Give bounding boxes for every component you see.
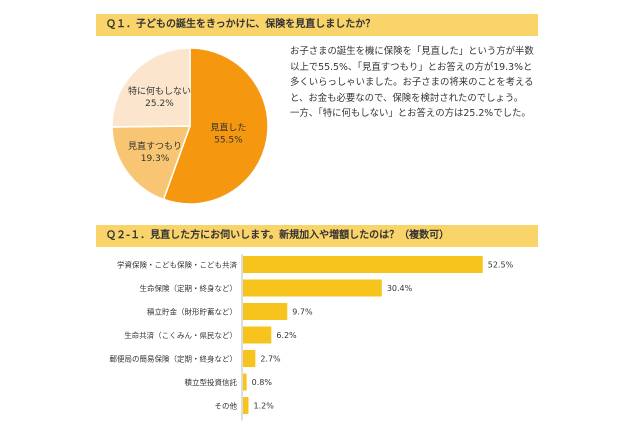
bar-value-label: 2.7%	[260, 355, 281, 364]
bar-value-label: 52.5%	[488, 261, 514, 270]
bar	[243, 373, 247, 391]
pie-slice-label: 見直すつもり	[128, 140, 182, 152]
bar-value-label: 30.4%	[387, 284, 413, 293]
q2-title: Ｑ２-１．見直した方にお伺いします。新規加入や増額したのは？（複数可）	[96, 225, 538, 247]
pie-slice	[111, 125, 192, 201]
pie-slice-value: 25.2%	[145, 99, 174, 109]
pie-chart: 見直した 55.5% 見直すつもり 19.3% 特に何もしない 25.2%	[111, 47, 269, 205]
bar	[243, 256, 483, 273]
bar-category-label: 郵便局の簡易保険（定期・終身など）	[110, 354, 238, 364]
bar	[243, 279, 382, 297]
q1-description: お子さまの誕生を機に保険を「見直した」という方が半数以上で55.5%、「見直すつ…	[290, 44, 538, 122]
bar-value-label: 6.2%	[276, 331, 297, 340]
bar-category-label: 学資保険・こども保険・こども共済	[117, 260, 237, 270]
bar-category-label: その他	[215, 401, 238, 411]
pie-slice	[111, 47, 191, 128]
bar-value-label: 1.2%	[253, 402, 274, 411]
bar-value-label: 9.7%	[292, 308, 313, 317]
q1-description-paragraph-1: お子さまの誕生を機に保険を「見直した」という方が半数以上で55.5%、「見直すつ…	[290, 46, 534, 104]
pie-slice-label: 特に何もしない	[128, 85, 191, 97]
bar-category-label: 生命保険（定期・終身など）	[140, 283, 238, 293]
bar-category-label: 積立貯金（財形貯蓄など）	[147, 307, 237, 317]
bar-value-label: 0.8%	[252, 378, 273, 387]
bar-category-label: 積立型投資信託	[185, 377, 238, 387]
bar	[243, 350, 256, 367]
pie-slice	[162, 47, 269, 205]
bar-category-label: 生命共済（こくみん・県民など）	[124, 330, 237, 340]
bar-chart: 学資保険・こども保険・こども共済 52.5% 生命保険（定期・終身など） 30.4% 積…	[110, 254, 514, 421]
pie-slice-label: 見直した	[210, 122, 246, 134]
pie-slice-value: 55.5%	[214, 136, 243, 146]
q1-description-paragraph-2: 一方、「特に何もしない」とお答えの方は25.2%でした。	[290, 108, 531, 120]
bar	[243, 326, 272, 344]
q1-title: Ｑ１．子どもの誕生をきっかけに、保険を見直しましたか？	[96, 14, 538, 36]
bar	[243, 397, 249, 414]
bar	[243, 303, 288, 320]
pie-slice-value: 19.3%	[141, 154, 170, 164]
